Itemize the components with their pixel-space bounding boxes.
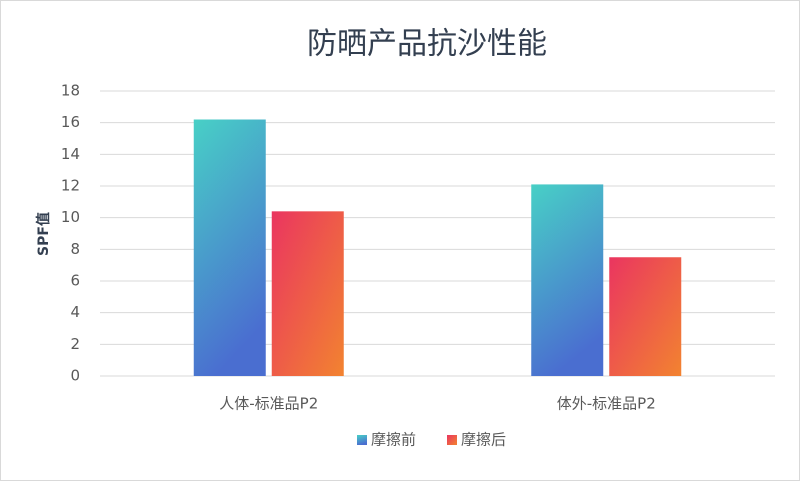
y-tick-label: 8: [70, 240, 80, 258]
y-tick-label: 14: [61, 145, 80, 163]
y-axis-label: SPF值: [35, 212, 52, 256]
y-tick-label: 18: [61, 82, 80, 100]
bar: [271, 211, 344, 376]
y-tick-label: 2: [70, 335, 80, 353]
y-tick-label: 12: [61, 177, 80, 195]
bar: [193, 119, 266, 376]
legend-swatch: [447, 435, 457, 445]
legend-label: 摩擦后: [461, 431, 506, 449]
legend-label: 摩擦前: [371, 431, 416, 449]
bar: [531, 184, 604, 376]
x-tick-label: 人体-标准品P2: [219, 395, 318, 413]
y-tick-label: 6: [70, 272, 80, 290]
y-tick-label: 0: [70, 367, 80, 385]
y-tick-label: 4: [70, 303, 80, 321]
y-tick-label: 16: [61, 113, 80, 131]
chart-title: 防晒产品抗沙性能: [307, 27, 547, 62]
legend-swatch: [357, 435, 367, 445]
y-tick-label: 10: [61, 208, 80, 226]
x-tick-label: 体外-标准品P2: [557, 395, 656, 413]
bar: [609, 257, 682, 376]
